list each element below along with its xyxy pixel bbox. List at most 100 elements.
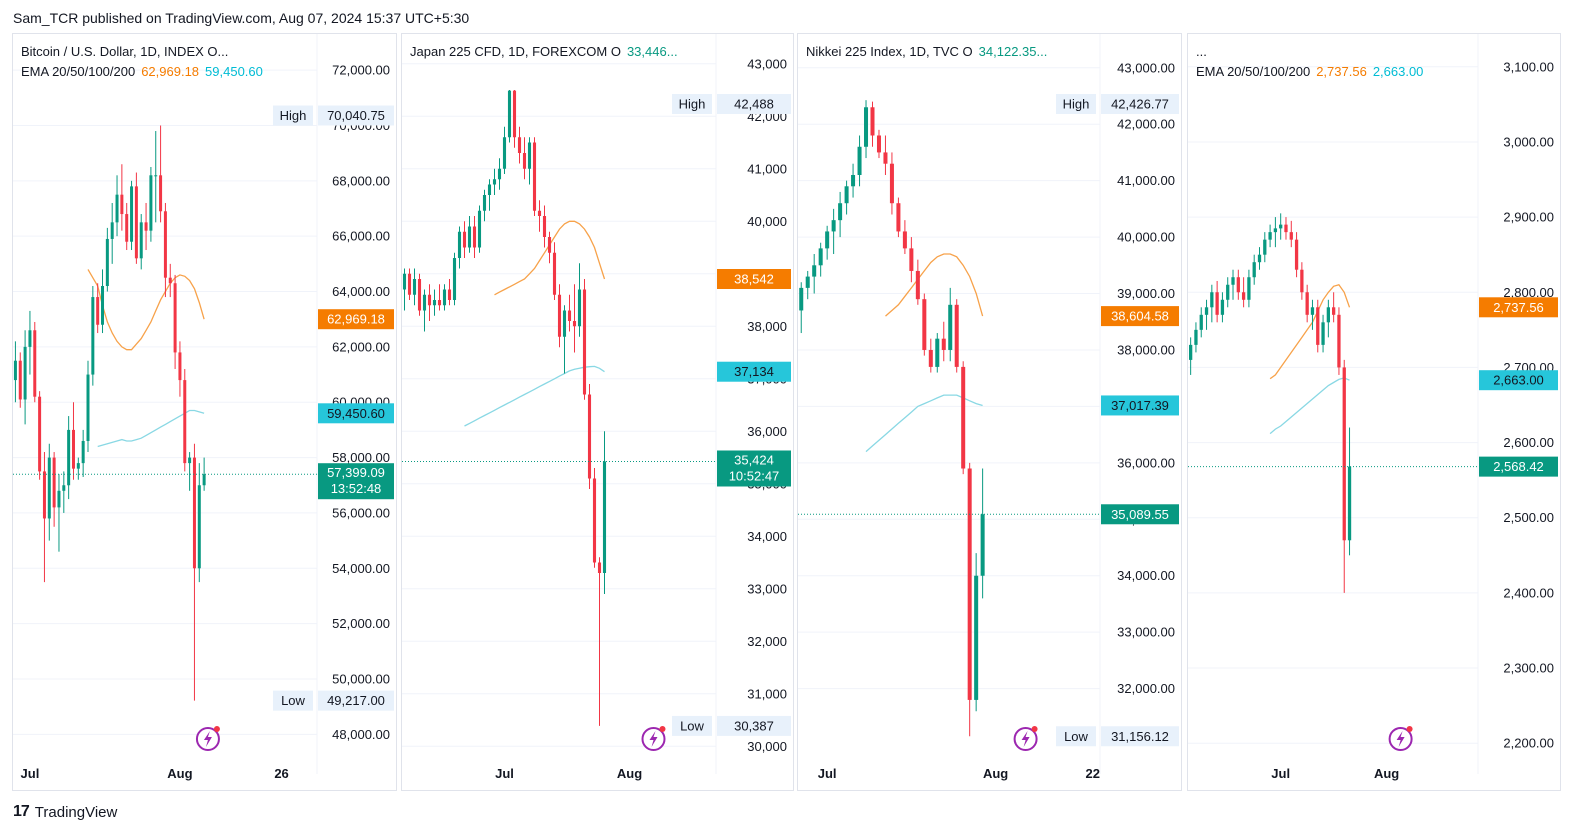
candle xyxy=(1337,307,1341,375)
chart-canvas[interactable]: 48,000.00 50,000.00 52,000.00 54,000.00 56,0… xyxy=(13,34,396,790)
candle-body xyxy=(577,289,582,327)
candle xyxy=(477,205,482,253)
candle-body xyxy=(163,211,167,278)
panel-legend: ... EMA 20/50/100/200 2,737.56 2,663.00 xyxy=(1196,42,1423,82)
last-price-label-bg xyxy=(1479,456,1558,477)
candle-body xyxy=(144,222,148,231)
y-tick-label: 39,000.00 xyxy=(1117,286,1175,301)
candle xyxy=(183,369,187,472)
low-tag-text: Low xyxy=(680,718,704,733)
high-tag-text: High xyxy=(679,97,706,112)
candle-body xyxy=(188,457,192,464)
high-value-label: 70,040.75 xyxy=(318,105,394,126)
x-tick-label: Aug xyxy=(617,766,642,781)
candle-body xyxy=(537,210,542,216)
chart-panel-japan225[interactable]: 30,00031,00032,00033,00034,00035,00036,0… xyxy=(401,33,794,791)
legend-ema-label[interactable]: EMA 20/50/100/200 xyxy=(21,64,136,79)
ema-100-line xyxy=(97,409,205,448)
candle xyxy=(597,557,602,726)
candle-body xyxy=(467,226,472,248)
y-tick-label: 32,000.00 xyxy=(1117,681,1175,696)
candle xyxy=(1316,299,1320,353)
candle-body xyxy=(974,575,979,700)
y-tick-label: 2,600.00 xyxy=(1503,435,1554,450)
candle-body xyxy=(812,265,817,277)
y-tick-label: 34,000 xyxy=(747,529,787,544)
candle-body xyxy=(472,226,477,248)
candle-body xyxy=(1273,228,1278,233)
ema-20-price-label-bg xyxy=(1479,297,1558,318)
y-tick-label: 33,000 xyxy=(747,581,787,596)
candle xyxy=(812,254,817,294)
chart-panel-bitcoin[interactable]: 48,000.00 50,000.00 52,000.00 54,000.00 56,0… xyxy=(12,33,397,791)
candle-body xyxy=(422,294,427,311)
candle xyxy=(889,152,894,215)
candle xyxy=(1204,299,1209,330)
x-tick-label: Aug xyxy=(1374,766,1399,781)
legend-symbol[interactable]: Japan 225 CFD, 1D, FOREXCOM O xyxy=(410,44,621,59)
y-tick-label: 48,000.00 xyxy=(332,727,390,742)
candle xyxy=(188,452,192,491)
high-tag-bg xyxy=(1056,94,1096,114)
candle xyxy=(178,341,182,397)
legend-ema-b: 59,450.60 xyxy=(205,64,263,79)
candle-body xyxy=(582,289,587,395)
candle xyxy=(935,333,940,373)
candle xyxy=(1241,277,1246,308)
tradingview-footer[interactable]: 17 TradingView xyxy=(13,803,117,821)
chart-canvas[interactable]: 2,200.00 2,300.00 2,400.00 2,500.00 2,600.00… xyxy=(1188,34,1560,790)
candle-body xyxy=(130,186,134,242)
lightning-icon xyxy=(195,726,220,751)
ema-20-price-label-text: 38,542 xyxy=(734,272,774,287)
candle-body xyxy=(91,297,95,375)
candle xyxy=(602,431,607,594)
last-price-label-bg xyxy=(717,450,791,487)
candle xyxy=(28,310,32,375)
chart-panel-nikkei225[interactable]: 32,000.0033,000.0034,000.0035,000.0036,0… xyxy=(797,33,1182,791)
candle xyxy=(402,268,407,311)
candle-body xyxy=(572,321,577,327)
candle xyxy=(38,391,42,480)
lightning-icon-dot xyxy=(1406,726,1413,732)
candle xyxy=(870,101,875,147)
ema-100-price-label: 59,450.60 xyxy=(318,403,394,424)
candle xyxy=(1347,427,1352,556)
y-tick-label: 54,000.00 xyxy=(332,561,390,576)
x-tick-label: Jul xyxy=(818,766,837,781)
candle-body xyxy=(567,310,572,321)
candle-body xyxy=(452,258,457,300)
candle-body xyxy=(507,90,512,138)
legend-symbol[interactable]: ... xyxy=(1196,44,1207,59)
candle xyxy=(125,202,129,251)
candle xyxy=(13,341,17,403)
candle-body xyxy=(62,485,66,491)
high-value-label: 42,426.77 xyxy=(1101,94,1179,114)
candle xyxy=(825,225,830,260)
last-price-label-countdown: 13:52:48 xyxy=(331,481,382,496)
high-tag-text: High xyxy=(1063,97,1090,112)
y-tick-label: 50,000.00 xyxy=(332,671,390,686)
ema-100-price-label-bg xyxy=(1101,395,1179,416)
candle xyxy=(154,131,158,223)
y-tick-label: 72,000.00 xyxy=(332,63,390,78)
candle xyxy=(130,180,134,251)
candle-body xyxy=(547,237,552,253)
high-value-label-bg xyxy=(717,94,791,114)
chart-canvas[interactable]: 32,000.0033,000.0034,000.0035,000.0036,0… xyxy=(798,34,1181,790)
candle-body xyxy=(125,214,129,242)
legend-symbol[interactable]: Nikkei 225 Index, 1D, TVC O xyxy=(806,44,973,59)
x-tick-label: Aug xyxy=(167,766,192,781)
legend-ema-label[interactable]: EMA 20/50/100/200 xyxy=(1196,64,1311,79)
chart-panel-fourth[interactable]: 2,200.00 2,300.00 2,400.00 2,500.00 2,600.00… xyxy=(1187,33,1561,791)
candle xyxy=(1231,269,1235,300)
candle xyxy=(1215,280,1219,323)
legend-symbol[interactable]: Bitcoin / U.S. Dollar, 1D, INDEX O... xyxy=(21,44,229,59)
candle-body xyxy=(417,279,422,311)
lightning-icon-bolt xyxy=(1021,731,1030,747)
ema-100-price-label: 37,017.39 xyxy=(1101,395,1179,416)
chart-canvas[interactable]: 30,00031,00032,00033,00034,00035,00036,0… xyxy=(402,34,793,790)
y-tick-label: 36,000.00 xyxy=(1117,455,1175,470)
candle xyxy=(1226,277,1230,308)
candle xyxy=(159,125,163,223)
ema-100-line xyxy=(1269,377,1350,435)
